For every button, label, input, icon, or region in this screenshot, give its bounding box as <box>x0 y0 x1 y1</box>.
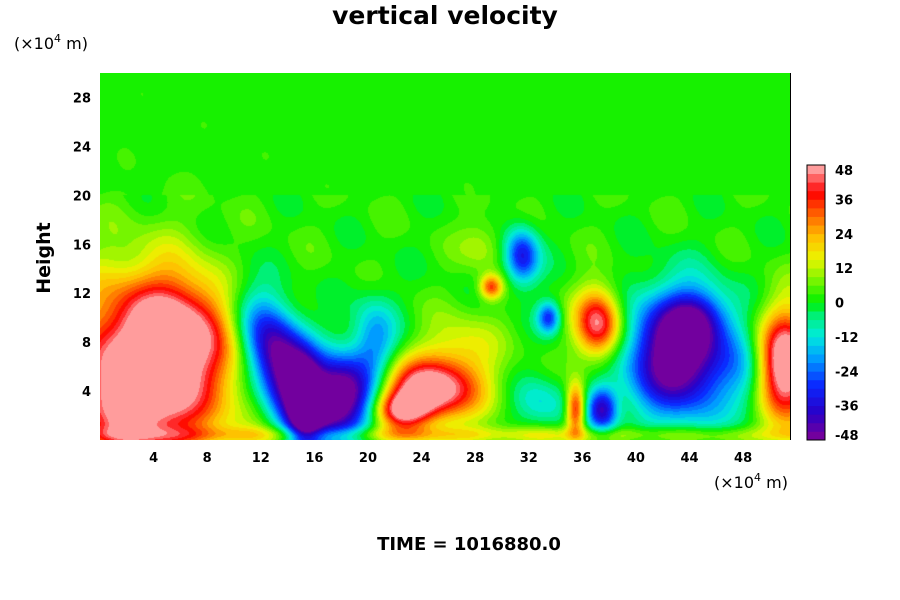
colorbar-segment <box>807 207 825 217</box>
colorbar-tick-label: 0 <box>835 297 844 312</box>
colorbar-segment <box>807 302 825 312</box>
colorbar-segment <box>807 225 825 235</box>
y-tick-label: 24 <box>73 140 91 155</box>
y-tick-label: 20 <box>73 189 91 204</box>
colorbar-segment <box>807 328 825 338</box>
y-tick-label: 12 <box>73 287 91 302</box>
colorbar-tick-label: -36 <box>835 400 859 415</box>
y-axis-ticks: 4 8 12 16 20 24 28 <box>73 91 91 400</box>
colorbar-segment <box>807 336 825 346</box>
colorbar-segment <box>807 371 825 381</box>
x-tick-label: 48 <box>734 451 752 466</box>
x-tick-label: 24 <box>413 451 431 466</box>
colorbar-segment <box>807 173 825 183</box>
colorbar <box>806 164 826 441</box>
colorbar-segment <box>807 259 825 269</box>
colorbar-segment <box>807 276 825 286</box>
colorbar-tick-label: 12 <box>835 262 853 277</box>
colorbar-ticks: 48 36 24 12 0 -12 -24 -36 -48 <box>835 164 859 444</box>
colorbar-segment <box>807 293 825 303</box>
contour-plot-area <box>100 73 790 440</box>
colorbar-tick-label: -48 <box>835 429 859 444</box>
colorbar-segment <box>807 242 825 252</box>
colorbar-segment <box>807 431 825 441</box>
y-tick-label: 8 <box>82 336 91 351</box>
colorbar-tick-label: 24 <box>835 228 853 243</box>
colorbar-segment <box>807 414 825 424</box>
x-tick-label: 32 <box>520 451 538 466</box>
colorbar-segment <box>807 319 825 329</box>
colorbar-segment <box>807 268 825 278</box>
chart-title: vertical velocity <box>332 1 558 30</box>
x-tick-label: 20 <box>359 451 377 466</box>
x-tick-label: 28 <box>466 451 484 466</box>
colorbar-segment <box>807 388 825 398</box>
x-tick-label: 12 <box>252 451 270 466</box>
colorbar-segment <box>807 362 825 372</box>
x-tick-label: 16 <box>305 451 323 466</box>
y-tick-label: 16 <box>73 238 91 253</box>
y-axis-label: Height <box>33 222 55 294</box>
x-axis-ticks: 4 8 12 16 20 24 28 32 36 40 44 48 <box>149 451 752 466</box>
colorbar-segment <box>807 354 825 364</box>
colorbar-segment <box>807 422 825 432</box>
colorbar-segment <box>807 190 825 200</box>
colorbar-tick-label: -24 <box>835 365 859 380</box>
colorbar-segment <box>807 165 825 174</box>
colorbar-segment <box>807 311 825 321</box>
colorbar-segment <box>807 345 825 355</box>
y-axis-unit: (×104 m) <box>14 32 88 53</box>
colorbar-segment <box>807 285 825 295</box>
time-label: TIME = 1016880.0 <box>377 534 561 555</box>
x-axis-unit: (×104 m) <box>714 471 788 492</box>
x-tick-label: 8 <box>203 451 212 466</box>
x-tick-label: 44 <box>680 451 698 466</box>
colorbar-segment <box>807 233 825 243</box>
x-tick-label: 36 <box>573 451 591 466</box>
y-tick-label: 4 <box>82 385 91 400</box>
y-tick-label: 28 <box>73 91 91 106</box>
x-tick-label: 40 <box>627 451 645 466</box>
colorbar-segment <box>807 405 825 415</box>
x-tick-label: 4 <box>149 451 158 466</box>
colorbar-segment <box>807 216 825 226</box>
colorbar-tick-label: 48 <box>835 164 853 179</box>
colorbar-frame <box>806 164 826 441</box>
colorbar-segment <box>807 379 825 389</box>
colorbar-segment <box>807 250 825 260</box>
colorbar-tick-label: -12 <box>835 331 859 346</box>
colorbar-segment <box>807 397 825 407</box>
velocity-field <box>100 73 790 440</box>
colorbar-segment <box>807 199 825 209</box>
colorbar-tick-label: 36 <box>835 193 853 208</box>
colorbar-segment <box>807 182 825 192</box>
